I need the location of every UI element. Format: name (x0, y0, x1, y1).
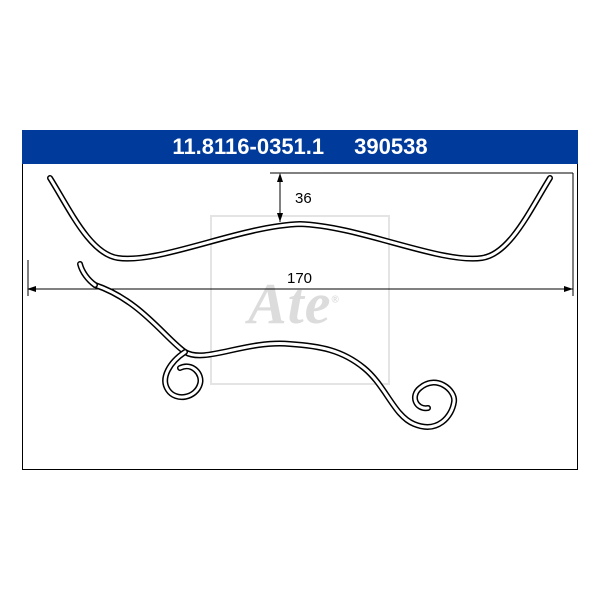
bottom-spring (80, 264, 454, 427)
dim-height-value: 36 (295, 190, 312, 207)
technical-drawing (0, 0, 600, 600)
dim-width-value: 170 (287, 270, 312, 287)
